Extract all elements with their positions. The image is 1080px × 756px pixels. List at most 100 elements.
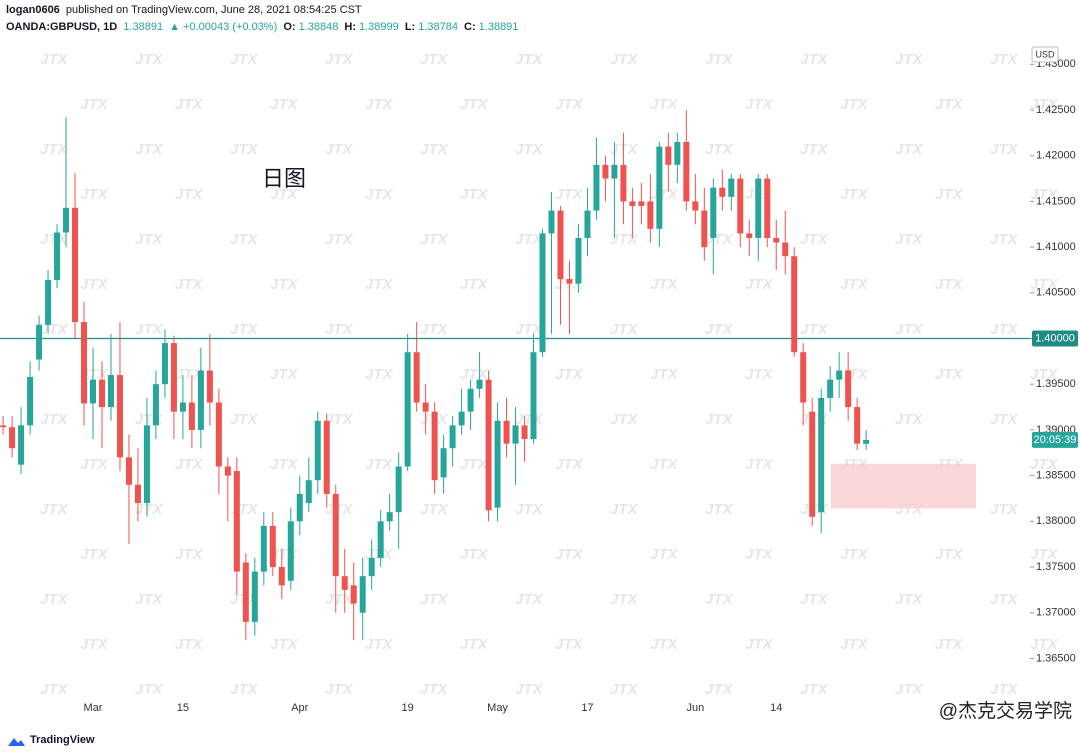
watermark: JTX (515, 501, 544, 518)
watermark: JTX (230, 231, 259, 248)
candle-body (800, 352, 807, 403)
x-tick-label: Jun (686, 702, 704, 714)
watermark: JTX (80, 546, 109, 563)
watermark: JTX (175, 186, 204, 203)
watermark: JTX (135, 501, 164, 518)
candle-body (530, 352, 537, 440)
candle-body (81, 322, 88, 404)
candle-body (701, 210, 708, 248)
watermark: JTX (650, 186, 679, 203)
y-tick-label: 1.36500 (1036, 652, 1076, 664)
watermark: JTX (610, 231, 639, 248)
candle-body (18, 425, 25, 465)
watermark: JTX (800, 51, 829, 68)
candle-body (215, 402, 222, 467)
watermark: JTX (840, 546, 869, 563)
watermark: JTX (175, 96, 204, 113)
watermark: JTX (135, 681, 164, 698)
candle-body (683, 141, 690, 202)
watermark: JTX (990, 501, 1019, 518)
watermark: JTX (990, 411, 1019, 428)
watermark: JTX (515, 141, 544, 158)
watermark: JTX (990, 681, 1019, 698)
watermark: JTX (1030, 186, 1059, 203)
watermark: JTX (230, 141, 259, 158)
watermark: JTX (80, 366, 109, 383)
candle-body (458, 411, 465, 426)
watermark: JTX (135, 51, 164, 68)
y-unit: USD (1035, 49, 1055, 59)
symbol: OANDA:GBPUSD, 1D (6, 21, 118, 33)
watermark: JTX (990, 51, 1019, 68)
candle-body (557, 210, 564, 280)
candle-body (323, 420, 330, 494)
watermark: JTX (705, 321, 734, 338)
watermark: JTX (1030, 276, 1059, 293)
y-tick-label: 1.37000 (1036, 607, 1076, 619)
candle-body (134, 484, 141, 504)
watermark: JTX (610, 141, 639, 158)
watermark: JTX (135, 231, 164, 248)
watermark: JTX (270, 276, 299, 293)
unit-box (1031, 46, 1059, 63)
watermark: JTX (175, 456, 204, 473)
watermark: JTX (705, 231, 734, 248)
watermark: JTX (515, 231, 544, 248)
watermark: JTX (990, 141, 1019, 158)
watermark: JTX (895, 321, 924, 338)
watermark: JTX (840, 96, 869, 113)
brand: TradingView (30, 734, 95, 746)
candle-body (449, 425, 456, 449)
candle-body (791, 256, 798, 353)
x-tick-label: May (487, 702, 508, 714)
candle-body (620, 164, 627, 202)
watermark: JTX (365, 186, 394, 203)
watermark: JTX (840, 366, 869, 383)
watermark: JTX (460, 96, 489, 113)
candle-body (27, 376, 34, 426)
watermark: JTX (895, 591, 924, 608)
candle-body (72, 207, 79, 323)
change: ▲ +0.00043 (+0.03%) (169, 21, 278, 33)
watermark: JTX (650, 366, 679, 383)
candle-body (45, 280, 52, 325)
candle-body (233, 471, 240, 572)
candle-body (665, 146, 672, 165)
watermark: JTX (40, 591, 69, 608)
watermark: JTX (270, 96, 299, 113)
watermark: JTX (40, 411, 69, 428)
watermark: JTX (40, 51, 69, 68)
watermark: JTX (515, 51, 544, 68)
watermark: JTX (935, 276, 964, 293)
candle-body (116, 375, 123, 458)
candle-body (584, 210, 591, 238)
candle-body (539, 233, 546, 353)
watermark: JTX (40, 501, 69, 518)
watermark: JTX (420, 321, 449, 338)
candle-body (719, 187, 726, 197)
candle-body (494, 420, 501, 508)
watermark: JTX (610, 501, 639, 518)
candle-body (737, 178, 744, 234)
watermark: JTX (895, 231, 924, 248)
watermark: JTX (515, 321, 544, 338)
candle-body (350, 585, 357, 604)
watermark: JTX (80, 276, 109, 293)
candle-body (854, 407, 861, 444)
candle-body (179, 402, 186, 412)
watermark: JTX (990, 321, 1019, 338)
candle-body (305, 480, 312, 504)
watermark: JTX (420, 51, 449, 68)
x-tick-label: Mar (84, 702, 103, 714)
watermark: JTX (610, 51, 639, 68)
candle-body (611, 164, 618, 179)
candle-body (476, 379, 483, 389)
y-tick-label: 1.40500 (1036, 287, 1076, 299)
candle-body (107, 375, 114, 408)
candle-body (809, 411, 816, 517)
candle-body (251, 571, 258, 622)
candle-body (170, 343, 177, 412)
candle-body (521, 425, 528, 440)
candle-body (773, 237, 780, 243)
